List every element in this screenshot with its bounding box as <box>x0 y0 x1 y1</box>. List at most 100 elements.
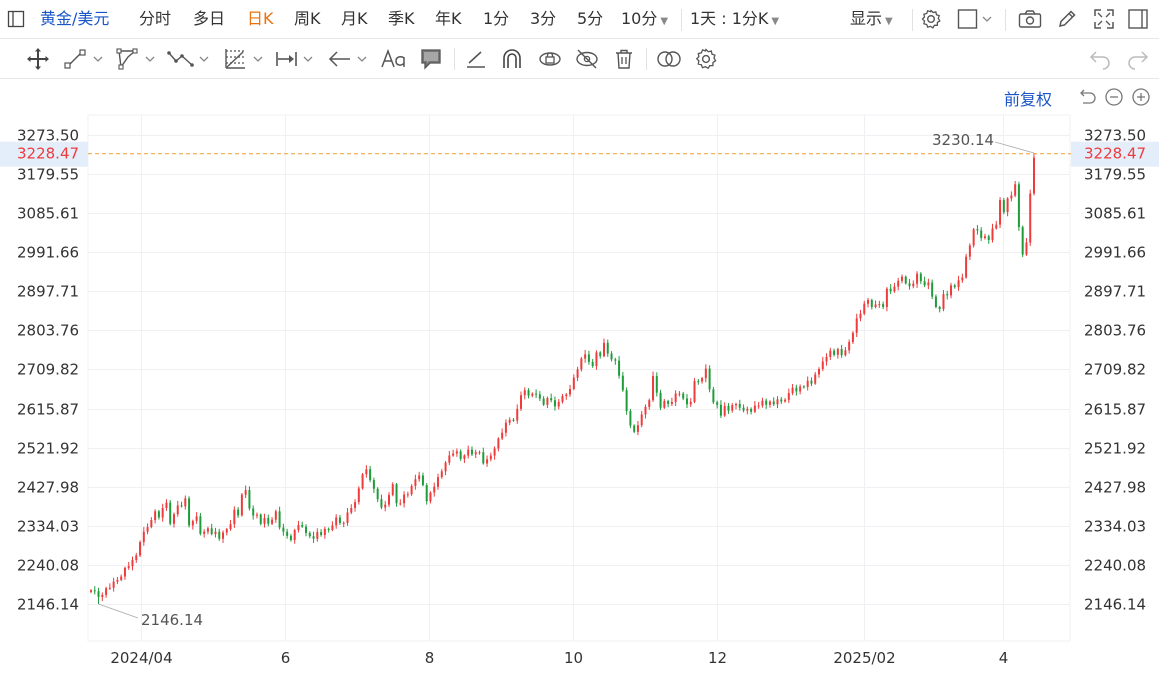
candle-body <box>599 352 602 357</box>
candle <box>587 350 590 365</box>
candle <box>346 508 349 526</box>
undo-icon[interactable] <box>1088 47 1112 71</box>
layout-square-icon[interactable] <box>957 8 995 30</box>
candle-body <box>1029 193 1032 243</box>
y-tick-label-left: 2615.87 <box>17 401 79 419</box>
candle <box>293 528 296 544</box>
adjust-mode-button[interactable]: 前复权 <box>1004 90 1053 109</box>
candle <box>120 574 123 582</box>
candle-body <box>859 313 862 319</box>
chevron-down-icon: ▼ <box>660 16 669 27</box>
pencil-icon[interactable] <box>1055 8 1079 30</box>
candle <box>652 371 655 402</box>
candle <box>308 531 311 539</box>
period-tab-quarterly[interactable]: 季K <box>388 9 415 28</box>
measure-tool-icon[interactable] <box>274 47 318 71</box>
interval-dropdown[interactable]: 10分 ▼ <box>621 0 668 38</box>
candle <box>685 394 688 409</box>
settings-icon[interactable] <box>694 47 718 71</box>
period-tab-multiday[interactable]: 多日 <box>193 9 226 28</box>
candle-body <box>229 524 232 530</box>
period-tab-1min[interactable]: 1分 <box>483 9 510 28</box>
magnet-icon[interactable] <box>500 47 524 71</box>
y-tick-label-left: 2897.71 <box>17 283 79 301</box>
period-tab-weekly[interactable]: 周K <box>294 9 321 28</box>
candle-body <box>663 401 666 408</box>
candle-body <box>584 354 587 359</box>
candle-body <box>395 484 398 504</box>
period-tab-daily[interactable]: 日K <box>247 9 274 28</box>
candle <box>399 499 402 506</box>
candle <box>176 500 179 517</box>
fullscreen-icon[interactable] <box>1092 8 1116 30</box>
sidebar-toggle-icon[interactable] <box>6 9 26 29</box>
link-icon[interactable] <box>655 47 683 71</box>
gear-icon[interactable] <box>919 8 943 30</box>
candle-body <box>1017 184 1020 228</box>
candle <box>889 284 892 295</box>
candle-body <box>418 475 421 480</box>
candle-body <box>735 404 738 406</box>
candle-body <box>516 408 519 421</box>
candle-body <box>354 502 357 508</box>
wave-tool-icon[interactable] <box>166 47 214 71</box>
candle <box>550 393 553 403</box>
candle <box>440 468 443 479</box>
candle-body <box>331 525 334 530</box>
candle-body <box>255 514 258 516</box>
candle <box>618 356 621 379</box>
candle <box>97 587 100 604</box>
candle <box>259 513 262 526</box>
line-tool-icon[interactable] <box>62 47 106 71</box>
divider <box>912 9 913 31</box>
candle-body <box>614 359 617 361</box>
reset-zoom-icon[interactable] <box>1078 87 1098 107</box>
period-tab-3min[interactable]: 3分 <box>530 9 557 28</box>
candle <box>335 514 338 529</box>
candle <box>791 384 794 396</box>
y-tick-label-right: 3085.61 <box>1084 205 1146 223</box>
candle-body <box>308 532 311 537</box>
candle <box>172 512 175 528</box>
fibonacci-tool-icon[interactable] <box>222 47 266 71</box>
candle-body <box>938 307 941 310</box>
polygon-tool-icon[interactable] <box>114 47 158 71</box>
candle-body <box>120 576 123 580</box>
panel-toggle-icon[interactable] <box>1126 8 1150 30</box>
trash-icon[interactable] <box>612 47 636 71</box>
candle-body <box>757 405 760 407</box>
eye-lock-icon[interactable] <box>537 47 563 71</box>
candle-body <box>444 462 447 472</box>
comment-tool-icon[interactable] <box>418 47 444 71</box>
candle <box>799 384 802 395</box>
period-tab-yearly[interactable]: 年K <box>435 9 462 28</box>
period-tab-intraday[interactable]: 分时 <box>139 9 172 28</box>
candle-body <box>448 455 451 463</box>
symbol-selector[interactable]: 黄金/美元 <box>40 9 110 28</box>
range-dropdown[interactable]: 1天 : 1分K ▼ <box>690 0 779 38</box>
candle <box>923 276 926 288</box>
candle <box>184 495 187 510</box>
eye-hide-icon[interactable] <box>574 47 600 71</box>
candle-body <box>825 356 828 362</box>
crosshair-icon[interactable] <box>26 47 50 71</box>
candle <box>557 399 560 410</box>
y-tick-label-right: 2521.92 <box>1084 440 1146 458</box>
candle-body <box>482 452 485 464</box>
text-tool-icon[interactable] <box>380 47 408 71</box>
period-tab-monthly[interactable]: 月K <box>341 9 368 28</box>
arrow-tool-icon[interactable] <box>326 47 374 71</box>
zoom-in-icon[interactable] <box>1131 87 1151 107</box>
period-tab-5min[interactable]: 5分 <box>577 9 604 28</box>
candle-body <box>753 405 756 412</box>
candle <box>482 447 485 465</box>
camera-icon[interactable] <box>1017 8 1043 30</box>
zoom-out-icon[interactable] <box>1104 87 1124 107</box>
candle-body <box>893 286 896 292</box>
brush-icon[interactable] <box>464 47 488 71</box>
candle-body <box>105 588 108 595</box>
display-dropdown[interactable]: 显示 ▼ <box>850 0 893 38</box>
redo-icon[interactable] <box>1126 47 1150 71</box>
candle-body <box>531 393 534 396</box>
